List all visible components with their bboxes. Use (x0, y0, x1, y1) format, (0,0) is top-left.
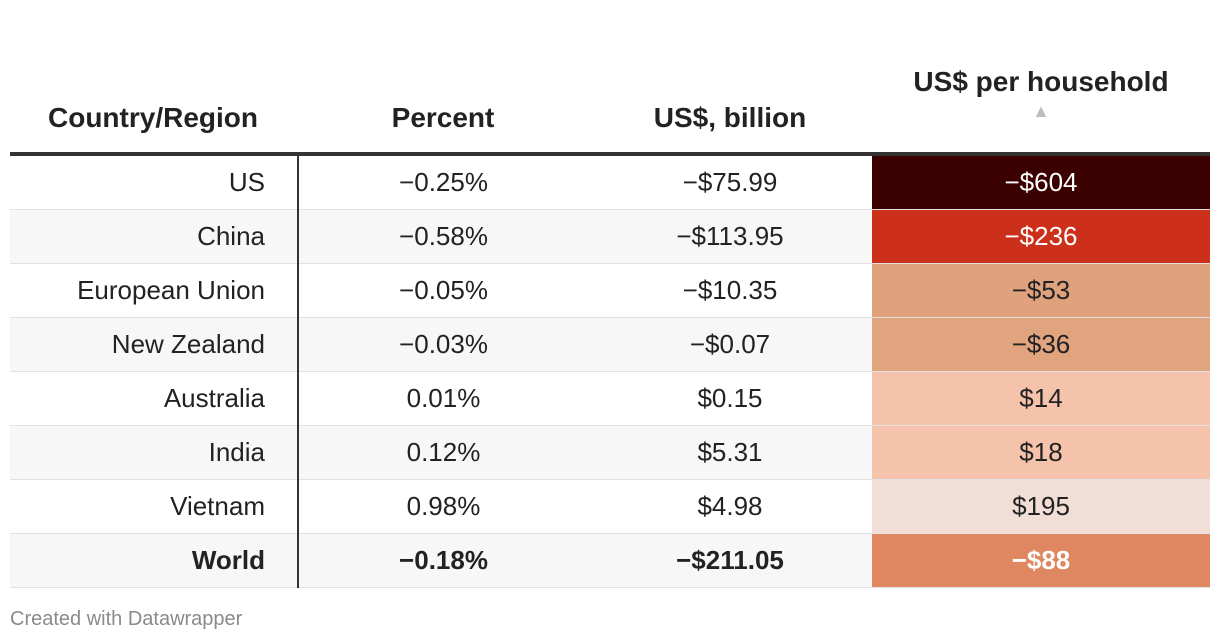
sort-ascending-icon[interactable]: ▲ (1032, 101, 1050, 121)
percent-cell: −0.25% (298, 154, 588, 210)
data-table-container: Country/Region Percent US$, billion US$ … (10, 40, 1210, 588)
country-cell: China (10, 209, 299, 264)
per-household-cell: −$53 (872, 263, 1210, 318)
table-header-row: Country/Region Percent US$, billion US$ … (10, 40, 1210, 154)
datawrapper-credit[interactable]: Created with Datawrapper (10, 608, 243, 630)
table-row: World −0.18% −$211.05 −$88 (10, 533, 1210, 588)
header-percent[interactable]: Percent (391, 102, 495, 133)
header-per-household[interactable]: US$ per household ▲ (872, 40, 1210, 154)
percent-cell: 0.98% (298, 479, 588, 534)
data-table: Country/Region Percent US$, billion US$ … (10, 40, 1210, 588)
percent-cell: 0.12% (298, 425, 588, 480)
country-cell: World (10, 533, 299, 588)
header-country[interactable]: Country/Region (48, 102, 258, 133)
per-household-cell: −$604 (872, 154, 1210, 210)
percent-cell: 0.01% (298, 371, 588, 426)
billion-cell: $5.31 (588, 425, 872, 480)
billion-cell: −$211.05 (588, 533, 872, 588)
table-row: New Zealand −0.03% −$0.07 −$36 (10, 317, 1210, 372)
per-household-cell: $195 (872, 479, 1210, 534)
country-cell: US (10, 154, 299, 210)
percent-cell: −0.05% (298, 263, 588, 318)
per-household-cell: −$36 (872, 317, 1210, 372)
per-household-cell: $18 (872, 425, 1210, 480)
per-household-cell: −$236 (872, 209, 1210, 264)
per-household-cell: $14 (872, 371, 1210, 426)
percent-cell: −0.18% (298, 533, 588, 588)
header-per-household-label: US$ per household (913, 66, 1169, 97)
table-row: Vietnam 0.98% $4.98 $195 (10, 479, 1210, 534)
billion-cell: −$10.35 (588, 263, 872, 318)
table-row: Australia 0.01% $0.15 $14 (10, 371, 1210, 426)
country-cell: India (10, 425, 299, 480)
table-row: US −0.25% −$75.99 −$604 (10, 154, 1210, 210)
billion-cell: −$75.99 (588, 154, 872, 210)
billion-cell: −$113.95 (588, 209, 872, 264)
table-row: European Union −0.05% −$10.35 −$53 (10, 263, 1210, 318)
table-body: US −0.25% −$75.99 −$604 China −0.58% −$113.95−… (10, 154, 1210, 588)
table-row: India 0.12% $5.31 $18 (10, 425, 1210, 480)
table-row: China −0.58% −$113.95 −$236 (10, 209, 1210, 264)
header-billion[interactable]: US$, billion (653, 102, 807, 133)
country-cell: Vietnam (10, 479, 299, 534)
percent-cell: −0.58% (298, 209, 588, 264)
country-cell: Australia (10, 371, 299, 426)
per-household-cell: −$88 (872, 533, 1210, 588)
billion-cell: $0.15 (588, 371, 872, 426)
billion-cell: $4.98 (588, 479, 872, 534)
billion-cell: −$0.07 (588, 317, 872, 372)
percent-cell: −0.03% (298, 317, 588, 372)
country-cell: New Zealand (10, 317, 299, 372)
country-cell: European Union (10, 263, 299, 318)
